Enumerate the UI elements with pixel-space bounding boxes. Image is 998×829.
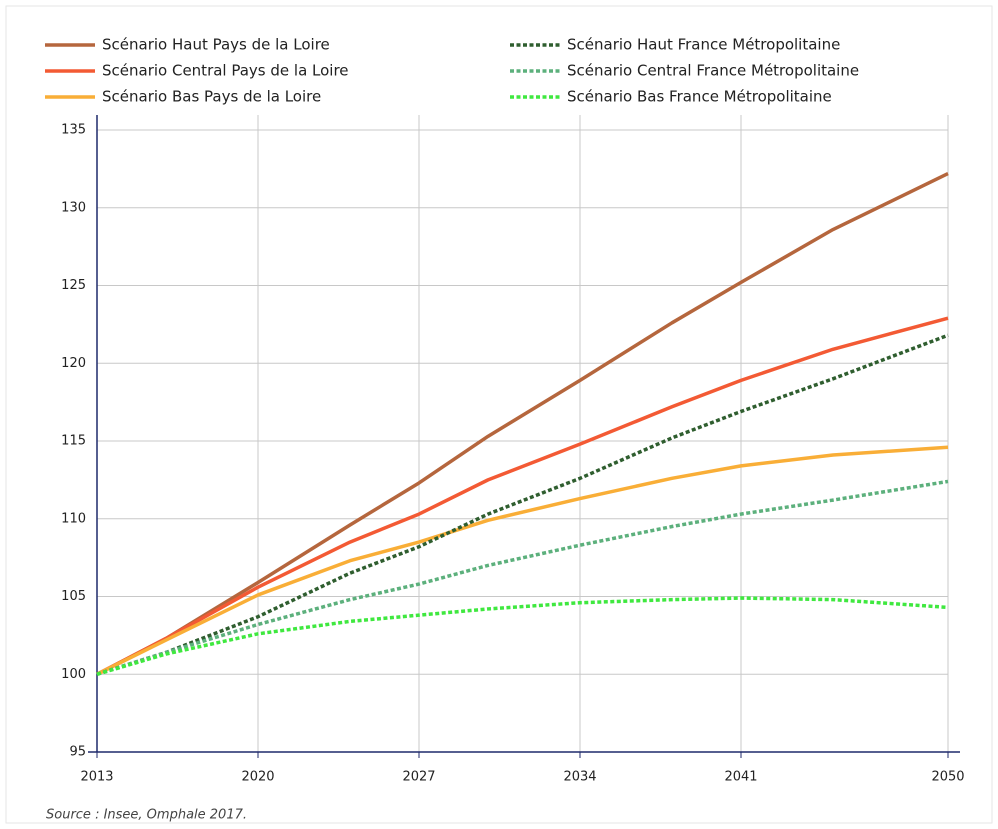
series-line [96,171,949,676]
y-tick-label: 110 [61,511,86,526]
x-tick-label: 2020 [241,770,274,785]
legend-label: Scénario Haut Pays de la Loire [102,36,330,54]
y-tick-label: 105 [61,589,86,604]
x-tick-label: 2034 [563,770,596,785]
series-line [96,333,949,676]
legend-label: Scénario Bas France Métropolitaine [567,88,832,106]
series-line [96,445,949,676]
legend-label: Scénario Bas Pays de la Loire [102,88,321,106]
source: Source : Insee, Omphale 2017. [46,808,247,823]
y-tick-label: 130 [61,200,86,215]
y-tick-label: 115 [61,434,86,449]
x-tick-label: 2041 [724,770,757,785]
y-tick-label: 120 [61,356,86,371]
frame [5,5,993,824]
series-line [96,316,949,676]
series-line [96,479,949,676]
legend-label: Scénario Haut France Métropolitaine [567,36,840,54]
y-tick-label: 95 [69,745,86,760]
y-tick-label: 100 [61,667,86,682]
y-tick-label: 125 [61,278,86,293]
x-tick-label: 2013 [80,770,113,785]
x-tick-label: 2050 [931,770,964,785]
series-line [96,596,949,676]
y-tick-label: 135 [61,123,86,138]
legend-label: Scénario Central Pays de la Loire [102,62,349,80]
x-tick-label: 2027 [402,770,435,785]
legend-label: Scénario Central France Métropolitaine [567,62,859,80]
